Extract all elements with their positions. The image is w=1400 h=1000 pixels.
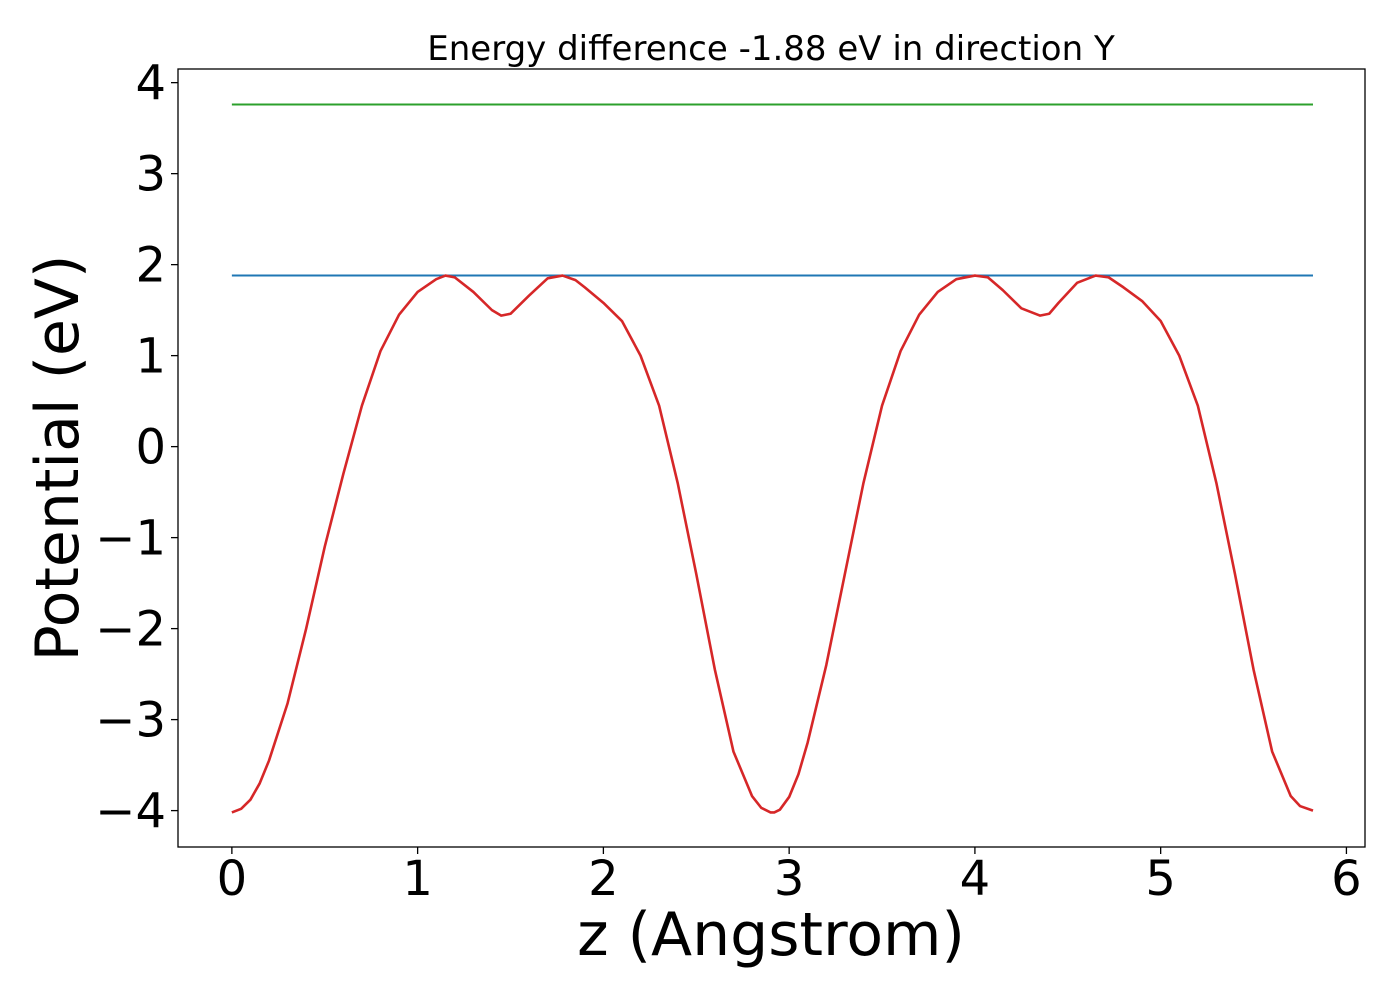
y-axis: −4 −3 −2 −1 0 1 2 3 4 xyxy=(95,56,178,840)
y-tick-label: −4 xyxy=(95,784,166,840)
y-tick-label: 1 xyxy=(135,329,166,385)
x-tick-label: 2 xyxy=(588,851,619,907)
x-axis: 0 1 2 3 4 5 6 xyxy=(217,847,1362,907)
x-tick-label: 3 xyxy=(774,851,805,907)
y-tick-label: 3 xyxy=(135,147,166,203)
plot-frame xyxy=(177,68,1366,848)
y-tick-label: −3 xyxy=(95,693,166,749)
y-axis-label: Potential (eV) xyxy=(23,255,93,662)
y-tick-label: 2 xyxy=(135,238,166,294)
x-tick-label: 0 xyxy=(217,851,248,907)
x-axis-label: z (Angstrom) xyxy=(577,900,965,970)
y-tick-label: −2 xyxy=(95,602,166,658)
y-tick-label: 4 xyxy=(135,56,166,112)
chart-title: Energy difference -1.88 eV in direction … xyxy=(427,29,1115,69)
series-layer xyxy=(231,103,1314,814)
x-tick-label: 4 xyxy=(960,851,991,907)
y-tick-label: −1 xyxy=(95,511,166,567)
y-tick-label: 0 xyxy=(135,420,166,476)
x-tick-label: 1 xyxy=(402,851,433,907)
x-tick-label: 6 xyxy=(1331,851,1362,907)
x-tick-label: 5 xyxy=(1145,851,1176,907)
series-line-2 xyxy=(231,274,1314,814)
